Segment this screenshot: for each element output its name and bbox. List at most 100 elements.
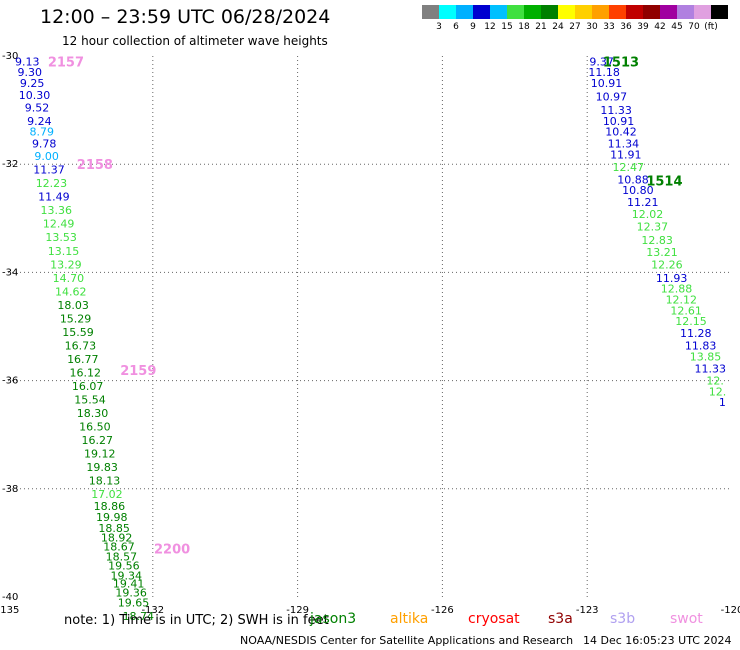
color-scale-swatch [422, 5, 439, 19]
swh-value-label: 9.37 [589, 55, 614, 68]
time-label: 1513 [603, 55, 639, 70]
swh-value-label: 11.18 [588, 66, 620, 79]
color-scale-swatch [575, 5, 592, 19]
color-scale-swatch [456, 5, 473, 19]
swh-value-label: 13.15 [48, 245, 80, 258]
color-scale-label: 33 [603, 22, 615, 32]
swh-value-label: 19.34 [111, 569, 143, 582]
color-scale-label: 9 [470, 22, 476, 32]
x-tick-label: -129 [286, 605, 309, 616]
swh-value-label: 18.74 [123, 610, 155, 623]
y-tick-label: -40 [2, 592, 18, 603]
color-scale-label: 15 [501, 22, 513, 32]
wave-height-labels: 9.139.309.2510.309.529.248.799.789.0011.… [15, 55, 726, 623]
swh-value-label: 10.42 [605, 126, 637, 139]
color-scale-legend: 3 6 9 12 15 18 21 24 27 30 33 36 39 42 45 70 (ft) [422, 5, 728, 33]
color-scale-label: 45 [671, 22, 683, 32]
x-tick-label: -123 [576, 605, 599, 616]
swh-value-label: 12.37 [637, 220, 669, 233]
footer-credit: NOAA/NESDIS Center for Satellite Applica… [240, 634, 574, 647]
satellite-legend-item: cryosat [468, 611, 520, 627]
swh-value-label: 15.54 [74, 394, 106, 407]
swh-value-label: 12.12 [666, 293, 698, 306]
swh-value-label: 11.33 [600, 104, 632, 117]
footer-timestamp: 14 Dec 16:05:23 UTC 2024 [583, 634, 732, 647]
swh-value-label: 18.30 [77, 407, 109, 420]
swh-value-label: 10.91 [591, 77, 623, 90]
chart-title: 12:00 – 23:59 UTC 06/28/2024 [40, 6, 331, 28]
swh-value-label: 13.21 [646, 246, 678, 259]
swh-value-label: 12.15 [675, 315, 707, 328]
swh-value-label: 14.70 [53, 272, 85, 285]
color-scale-label: 70 [688, 22, 700, 32]
y-tick-label: -38 [2, 484, 18, 495]
y-tick-label: -32 [2, 159, 18, 170]
swh-value-label: 9.25 [20, 77, 45, 90]
swh-value-label: 12.88 [661, 283, 693, 296]
color-scale-label: 3 [436, 22, 442, 32]
swh-value-label: 16.27 [82, 434, 114, 447]
color-scale-swatch [592, 5, 609, 19]
swh-value-label: 9.30 [17, 66, 42, 79]
color-scale-label: 27 [569, 22, 581, 32]
color-scale-label: 18 [518, 22, 530, 32]
swh-value-label: 17.02 [91, 488, 123, 501]
swh-value-label: 12.49 [43, 218, 75, 231]
swh-value-label: 1 [719, 396, 726, 409]
satellite-legend-item: s3b [610, 611, 636, 627]
color-scale-swatch [643, 5, 660, 19]
time-label: 2159 [120, 364, 156, 379]
swh-value-label: 11.49 [38, 191, 70, 204]
swh-value-label: 16.07 [72, 380, 104, 393]
color-scale-label: 6 [453, 22, 459, 32]
color-scale-swatch [626, 5, 643, 19]
color-scale-swatch [507, 5, 524, 19]
time-labels: 2157 2158 2159 2200 1513 1514 [48, 55, 683, 557]
swh-value-label: 18.86 [94, 500, 126, 513]
time-label: 2158 [77, 158, 113, 173]
color-scale-label: 42 [654, 22, 666, 32]
swh-value-label: 10.80 [622, 184, 654, 197]
swh-value-label: 9.13 [15, 55, 40, 68]
swh-value-label: 9.00 [34, 150, 59, 163]
x-tick-label: -135 [0, 605, 19, 616]
color-scale-swatch [694, 5, 711, 19]
y-tick-label: -34 [2, 267, 18, 278]
swh-value-label: 11.28 [680, 327, 712, 340]
swh-value-label: 19.36 [115, 587, 147, 600]
color-scale-swatch [524, 5, 541, 19]
swh-value-label: 12.02 [632, 208, 664, 221]
satellite-legend-item: swot [670, 611, 703, 627]
swh-value-label: 16.77 [67, 353, 99, 366]
color-scale-label: 36 [620, 22, 632, 32]
swh-value-label: 16.73 [65, 339, 97, 352]
color-scale-label: 12 [484, 22, 496, 32]
color-scale-swatch [541, 5, 558, 19]
color-scale-label: (ft) [704, 22, 718, 32]
swh-value-label: 16.12 [69, 366, 101, 379]
swh-value-label: 11.93 [656, 272, 688, 285]
color-scale-swatch [660, 5, 677, 19]
color-scale-label: 21 [535, 22, 547, 32]
color-scale-swatch [711, 5, 728, 19]
swh-value-label: 18.85 [98, 522, 130, 535]
swh-value-label: 12.83 [641, 234, 673, 247]
swh-value-label: 19.12 [84, 448, 116, 461]
time-label: 2157 [48, 55, 84, 70]
swh-value-label: 14.62 [55, 285, 87, 298]
swh-value-label: 13.36 [41, 204, 73, 217]
swh-value-label: 15.59 [62, 326, 94, 339]
swh-value-label: 16.50 [79, 421, 111, 434]
swh-value-label: 12.23 [36, 177, 68, 190]
swh-value-label: 10.88 [617, 173, 649, 186]
swh-value-label: 10.30 [19, 89, 51, 102]
swh-value-label: 10.97 [596, 91, 628, 104]
color-scale-label: 30 [586, 22, 598, 32]
x-tick-label: -126 [431, 605, 454, 616]
color-scale-swatch [609, 5, 626, 19]
color-scale-swatch [490, 5, 507, 19]
swh-value-label: 13.85 [690, 350, 722, 363]
color-scale-swatch [473, 5, 490, 19]
time-label: 1514 [646, 174, 682, 189]
